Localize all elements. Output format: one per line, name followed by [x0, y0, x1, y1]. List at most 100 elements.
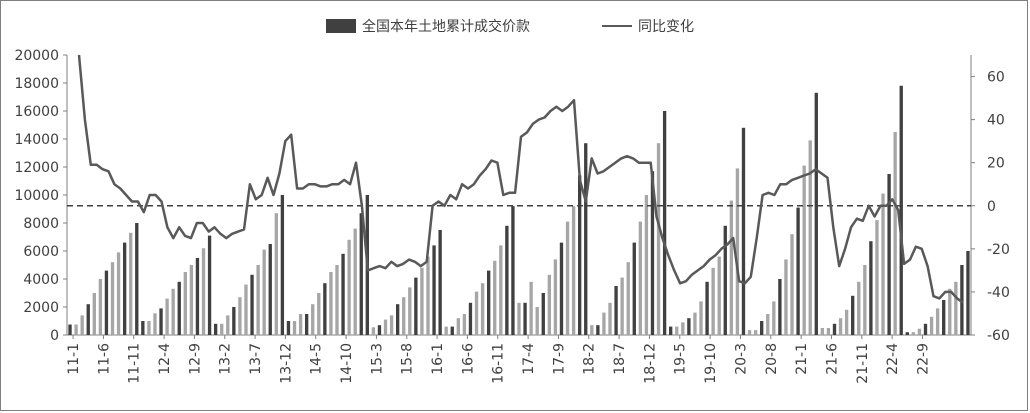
x-tick-label: 21-6 [824, 343, 840, 375]
bar [474, 291, 479, 335]
bar [608, 302, 612, 335]
bar [438, 230, 442, 335]
bar [238, 297, 242, 335]
bar [826, 328, 831, 335]
bar [104, 270, 109, 335]
bar [116, 252, 121, 335]
bar [171, 288, 175, 335]
bar [717, 256, 721, 335]
bar [578, 175, 582, 335]
y-right-tick-label: 40 [987, 113, 1005, 129]
bar [395, 304, 400, 335]
bar [262, 249, 266, 335]
x-tick-label: 11-11 [127, 343, 143, 384]
bar [741, 127, 746, 335]
bar [298, 314, 303, 335]
x-tick-label: 16-11 [491, 343, 507, 384]
legend-line-label: 同比变化 [638, 19, 694, 35]
bar [499, 245, 503, 335]
y-right-tick-label: -60 [987, 328, 1010, 344]
bar [80, 315, 84, 335]
bar [189, 265, 194, 335]
bar [650, 171, 655, 335]
x-tick-label: 14-10 [339, 343, 355, 384]
bar [517, 302, 521, 335]
bar [420, 267, 424, 335]
bar [929, 316, 934, 335]
line-series-yoy [77, 54, 964, 304]
bar [644, 195, 649, 335]
bar [122, 242, 127, 335]
bar [480, 283, 485, 335]
bar [729, 200, 734, 335]
x-tick-label: 19-5 [673, 343, 689, 375]
bar [207, 235, 212, 335]
bar [523, 302, 527, 335]
bar [541, 293, 545, 335]
bar [177, 281, 181, 335]
y-right-tick-label: 0 [987, 199, 996, 215]
bar [814, 92, 818, 335]
bar [723, 225, 727, 335]
bar [135, 223, 139, 335]
y-left-tick-label: 12000 [14, 160, 59, 176]
bar [220, 323, 224, 335]
bar [383, 319, 388, 335]
bar [213, 323, 218, 335]
y-right-tick-label: 60 [987, 70, 1005, 86]
bar [511, 206, 515, 335]
bar [323, 283, 327, 335]
bar [195, 258, 200, 335]
bar [86, 304, 90, 335]
bar [675, 326, 679, 335]
bar [747, 330, 752, 335]
bar [353, 228, 357, 335]
bar [571, 206, 576, 335]
y-right-tick-label: -20 [987, 242, 1010, 258]
bar [784, 259, 788, 335]
bar [954, 281, 958, 335]
bar [948, 288, 952, 335]
bar [832, 323, 837, 335]
bar [553, 259, 558, 335]
bar [584, 143, 588, 335]
x-tick-label: 14-5 [309, 343, 325, 375]
x-tick-label: 12-4 [157, 343, 173, 375]
bar [687, 318, 691, 335]
x-tick-label: 18-12 [642, 343, 658, 384]
bar [772, 301, 776, 335]
x-tick-label: 12-9 [187, 343, 203, 375]
x-tick-label: 21-11 [855, 343, 871, 384]
bar [408, 287, 412, 335]
bar [341, 253, 345, 335]
x-tick-label: 13-12 [278, 343, 294, 384]
y-left-tick-label: 20000 [14, 48, 59, 64]
bar [129, 232, 133, 335]
bar [626, 262, 630, 335]
bar [402, 297, 406, 335]
x-tick-label: 15-3 [369, 343, 385, 375]
bar [226, 315, 230, 335]
bar [450, 326, 454, 335]
bar [638, 221, 643, 335]
bar [74, 324, 78, 335]
x-tick-label: 13-2 [218, 343, 234, 375]
bar [329, 272, 333, 335]
y-left-tick-label: 4000 [23, 272, 59, 288]
bar [656, 143, 661, 335]
x-tick-label: 15-8 [400, 343, 416, 375]
bar [98, 279, 103, 335]
bar [863, 265, 867, 335]
bar [857, 281, 861, 335]
bar [596, 325, 600, 335]
x-tick-label: 13-7 [248, 343, 264, 375]
bar [256, 265, 260, 335]
y-left-tick-label: 2000 [23, 300, 59, 316]
bar [887, 174, 891, 335]
bar [165, 298, 169, 335]
bar [911, 332, 916, 335]
bar [359, 213, 363, 335]
bar [942, 300, 946, 335]
y-left-tick-label: 10000 [14, 188, 59, 204]
bar [535, 307, 539, 335]
